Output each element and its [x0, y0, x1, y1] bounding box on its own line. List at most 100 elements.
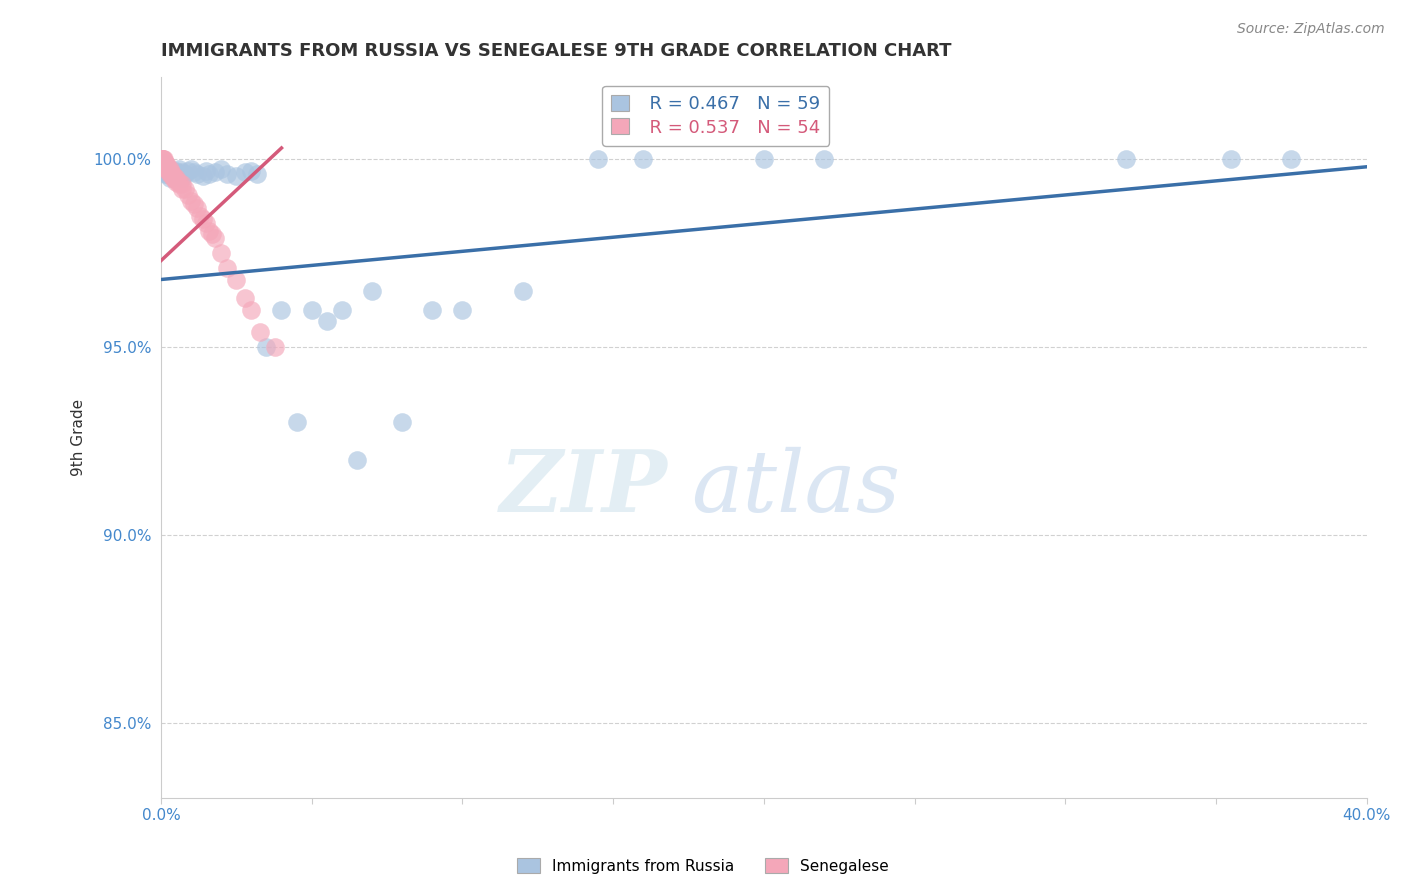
Legend: Immigrants from Russia, Senegalese: Immigrants from Russia, Senegalese: [510, 852, 896, 880]
Point: [167, 161, 190, 176]
Point: [633, 153, 655, 167]
Point: [159, 167, 181, 181]
Point: [752, 153, 775, 167]
Point: [162, 169, 184, 184]
Point: [159, 163, 181, 178]
Point: [330, 302, 353, 317]
Text: IMMIGRANTS FROM RUSSIA VS SENEGALESE 9TH GRADE CORRELATION CHART: IMMIGRANTS FROM RUSSIA VS SENEGALESE 9TH…: [160, 42, 952, 60]
Point: [156, 161, 179, 176]
Point: [165, 175, 187, 189]
Point: [157, 161, 180, 176]
Point: [159, 167, 181, 181]
Point: [186, 201, 208, 215]
Point: [150, 153, 173, 167]
Point: [155, 158, 177, 172]
Point: [159, 171, 181, 186]
Point: [153, 156, 176, 170]
Point: [153, 160, 176, 174]
Point: [155, 167, 177, 181]
Point: [1220, 153, 1243, 167]
Point: [177, 188, 200, 202]
Point: [391, 415, 413, 429]
Point: [1281, 153, 1303, 167]
Point: [165, 163, 187, 178]
Point: [209, 246, 232, 260]
Point: [204, 231, 226, 245]
Point: [159, 161, 181, 176]
Point: [156, 163, 179, 178]
Point: [160, 165, 183, 179]
Point: [183, 197, 205, 211]
Point: [217, 167, 239, 181]
Point: [198, 224, 221, 238]
Point: [183, 165, 205, 179]
Point: [186, 167, 208, 181]
Point: [162, 171, 184, 186]
Point: [152, 154, 174, 169]
Point: [195, 216, 218, 230]
Point: [155, 158, 177, 172]
Point: [152, 153, 174, 167]
Legend:   R = 0.467   N = 59,   R = 0.537   N = 54: R = 0.467 N = 59, R = 0.537 N = 54: [602, 86, 830, 145]
Point: [163, 171, 186, 186]
Point: [162, 169, 184, 184]
Point: [233, 291, 256, 305]
Point: [165, 171, 187, 186]
Point: [162, 163, 184, 178]
Point: [159, 167, 181, 181]
Point: [162, 169, 184, 184]
Point: [813, 153, 835, 167]
Point: [512, 284, 534, 298]
Point: [246, 167, 269, 181]
Point: [240, 302, 263, 317]
Point: [157, 163, 180, 178]
Text: Source: ZipAtlas.com: Source: ZipAtlas.com: [1237, 22, 1385, 37]
Point: [225, 272, 247, 286]
Point: [152, 156, 174, 170]
Point: [301, 302, 323, 317]
Point: [167, 167, 190, 181]
Point: [170, 182, 193, 196]
Point: [209, 161, 232, 176]
Point: [152, 156, 174, 170]
Point: [152, 153, 174, 167]
Point: [159, 165, 181, 179]
Point: [451, 302, 474, 317]
Point: [254, 340, 277, 354]
Point: [180, 161, 202, 176]
Point: [155, 156, 177, 170]
Point: [285, 415, 308, 429]
Point: [160, 165, 183, 179]
Point: [152, 153, 174, 167]
Point: [152, 160, 174, 174]
Point: [177, 163, 200, 178]
Point: [249, 325, 271, 339]
Point: [174, 182, 197, 196]
Text: ZIP: ZIP: [499, 446, 668, 530]
Point: [225, 169, 247, 184]
Point: [156, 161, 179, 176]
Point: [361, 284, 384, 298]
Point: [153, 156, 176, 170]
Point: [270, 302, 292, 317]
Point: [264, 340, 287, 354]
Point: [170, 171, 193, 186]
Point: [201, 227, 224, 242]
Point: [153, 163, 176, 178]
Point: [204, 165, 226, 179]
Point: [156, 167, 179, 181]
Point: [586, 153, 609, 167]
Point: [315, 314, 337, 328]
Point: [150, 163, 173, 178]
Point: [174, 167, 197, 181]
Point: [191, 212, 214, 227]
Point: [150, 153, 173, 167]
Point: [346, 453, 368, 467]
Point: [170, 177, 193, 191]
Point: [155, 160, 177, 174]
Point: [167, 175, 190, 189]
Point: [153, 161, 176, 176]
Point: [156, 158, 179, 172]
Point: [198, 167, 221, 181]
Point: [188, 209, 211, 223]
